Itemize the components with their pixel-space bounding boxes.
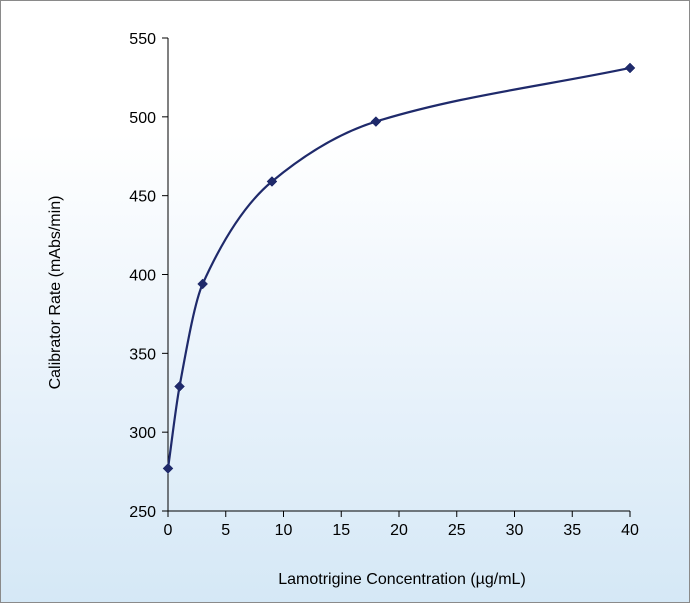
x-tick-label: 35: [563, 522, 581, 539]
x-tick-label: 40: [621, 522, 639, 539]
data-point-marker: [175, 381, 185, 391]
y-axis-title: Calibrator Rate (mAbs/min): [47, 196, 64, 390]
y-tick-label: 450: [129, 189, 156, 206]
x-tick-label: 0: [164, 522, 173, 539]
x-axis-title: Lamotrigine Concentration (µg/mL): [278, 571, 526, 588]
x-tick-label: 15: [332, 522, 350, 539]
data-point-marker: [163, 463, 173, 473]
y-tick-label: 300: [129, 425, 156, 442]
data-point-marker: [625, 63, 635, 73]
y-tick-label: 250: [129, 504, 156, 521]
y-ticks: 250 300 350 400 450 500 550: [129, 31, 168, 521]
x-tick-label: 5: [221, 522, 230, 539]
x-ticks: 0 5 10 15 20 25 30 35 40: [164, 511, 639, 539]
x-tick-label: 20: [390, 522, 408, 539]
y-tick-label: 350: [129, 346, 156, 363]
y-tick-label: 550: [129, 31, 156, 48]
data-point-marker: [198, 279, 208, 289]
plot-area: [163, 63, 635, 473]
x-tick-label: 10: [275, 522, 293, 539]
series-line: [168, 68, 630, 468]
axes: [168, 38, 630, 511]
data-point-marker: [371, 117, 381, 127]
x-tick-label: 25: [448, 522, 466, 539]
x-tick-label: 30: [506, 522, 524, 539]
y-tick-label: 400: [129, 268, 156, 285]
y-tick-label: 500: [129, 110, 156, 127]
